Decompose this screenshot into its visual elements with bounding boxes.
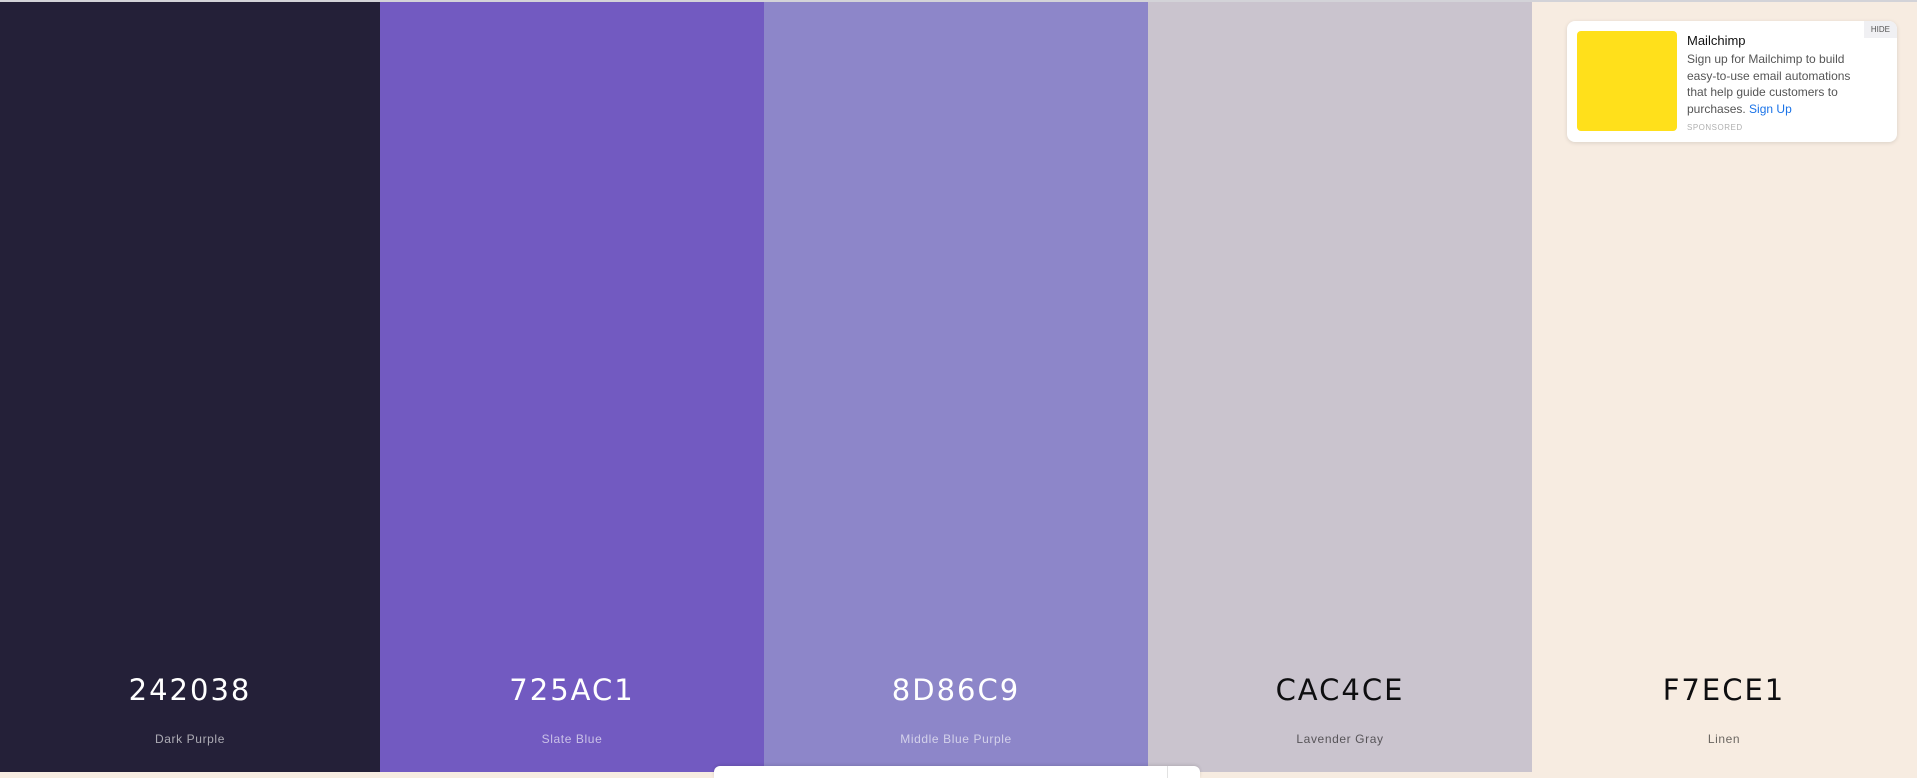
swatch-dark-purple[interactable]: 242038 Dark Purple — [0, 2, 380, 772]
bottom-toolbar[interactable] — [714, 766, 1200, 778]
swatch-color-name: Slate Blue — [541, 732, 603, 746]
sponsored-ad-card[interactable]: Mailchimp Sign up for Mailchimp to build… — [1567, 21, 1897, 142]
swatch-color-name: Lavender Gray — [1296, 732, 1384, 746]
swatch-color-name: Dark Purple — [155, 732, 225, 746]
ad-signup-link[interactable]: Sign Up — [1749, 101, 1792, 116]
swatch-hex-code[interactable]: 725AC1 — [509, 673, 635, 707]
ad-title[interactable]: Mailchimp — [1687, 33, 1746, 48]
swatch-color-name: Linen — [1707, 732, 1741, 746]
swatch-hex-code[interactable]: 8D86C9 — [891, 673, 1021, 707]
swatch-middle-blue-purple[interactable]: 8D86C9 Middle Blue Purple — [764, 2, 1148, 772]
swatch-hex-code[interactable]: F7ECE1 — [1662, 673, 1786, 707]
swatch-hex-code[interactable]: 242038 — [128, 673, 252, 707]
bottom-toolbar-segment[interactable] — [1167, 766, 1200, 778]
ad-description: Sign up for Mailchimp to build easy-to-u… — [1687, 51, 1872, 117]
swatch-hex-code[interactable]: CAC4CE — [1275, 673, 1405, 707]
hide-ad-button[interactable]: HIDE — [1863, 21, 1897, 38]
ad-body-text: Sign up for Mailchimp to build easy-to-u… — [1687, 52, 1851, 116]
swatch-slate-blue[interactable]: 725AC1 Slate Blue — [380, 2, 764, 772]
ad-image[interactable] — [1577, 31, 1677, 131]
sponsored-label: SPONSORED — [1687, 123, 1743, 132]
ad-text: Mailchimp Sign up for Mailchimp to build… — [1687, 33, 1872, 132]
swatch-color-name: Middle Blue Purple — [900, 732, 1012, 746]
swatch-lavender-gray[interactable]: CAC4CE Lavender Gray — [1148, 2, 1532, 772]
top-divider — [0, 0, 1917, 2]
